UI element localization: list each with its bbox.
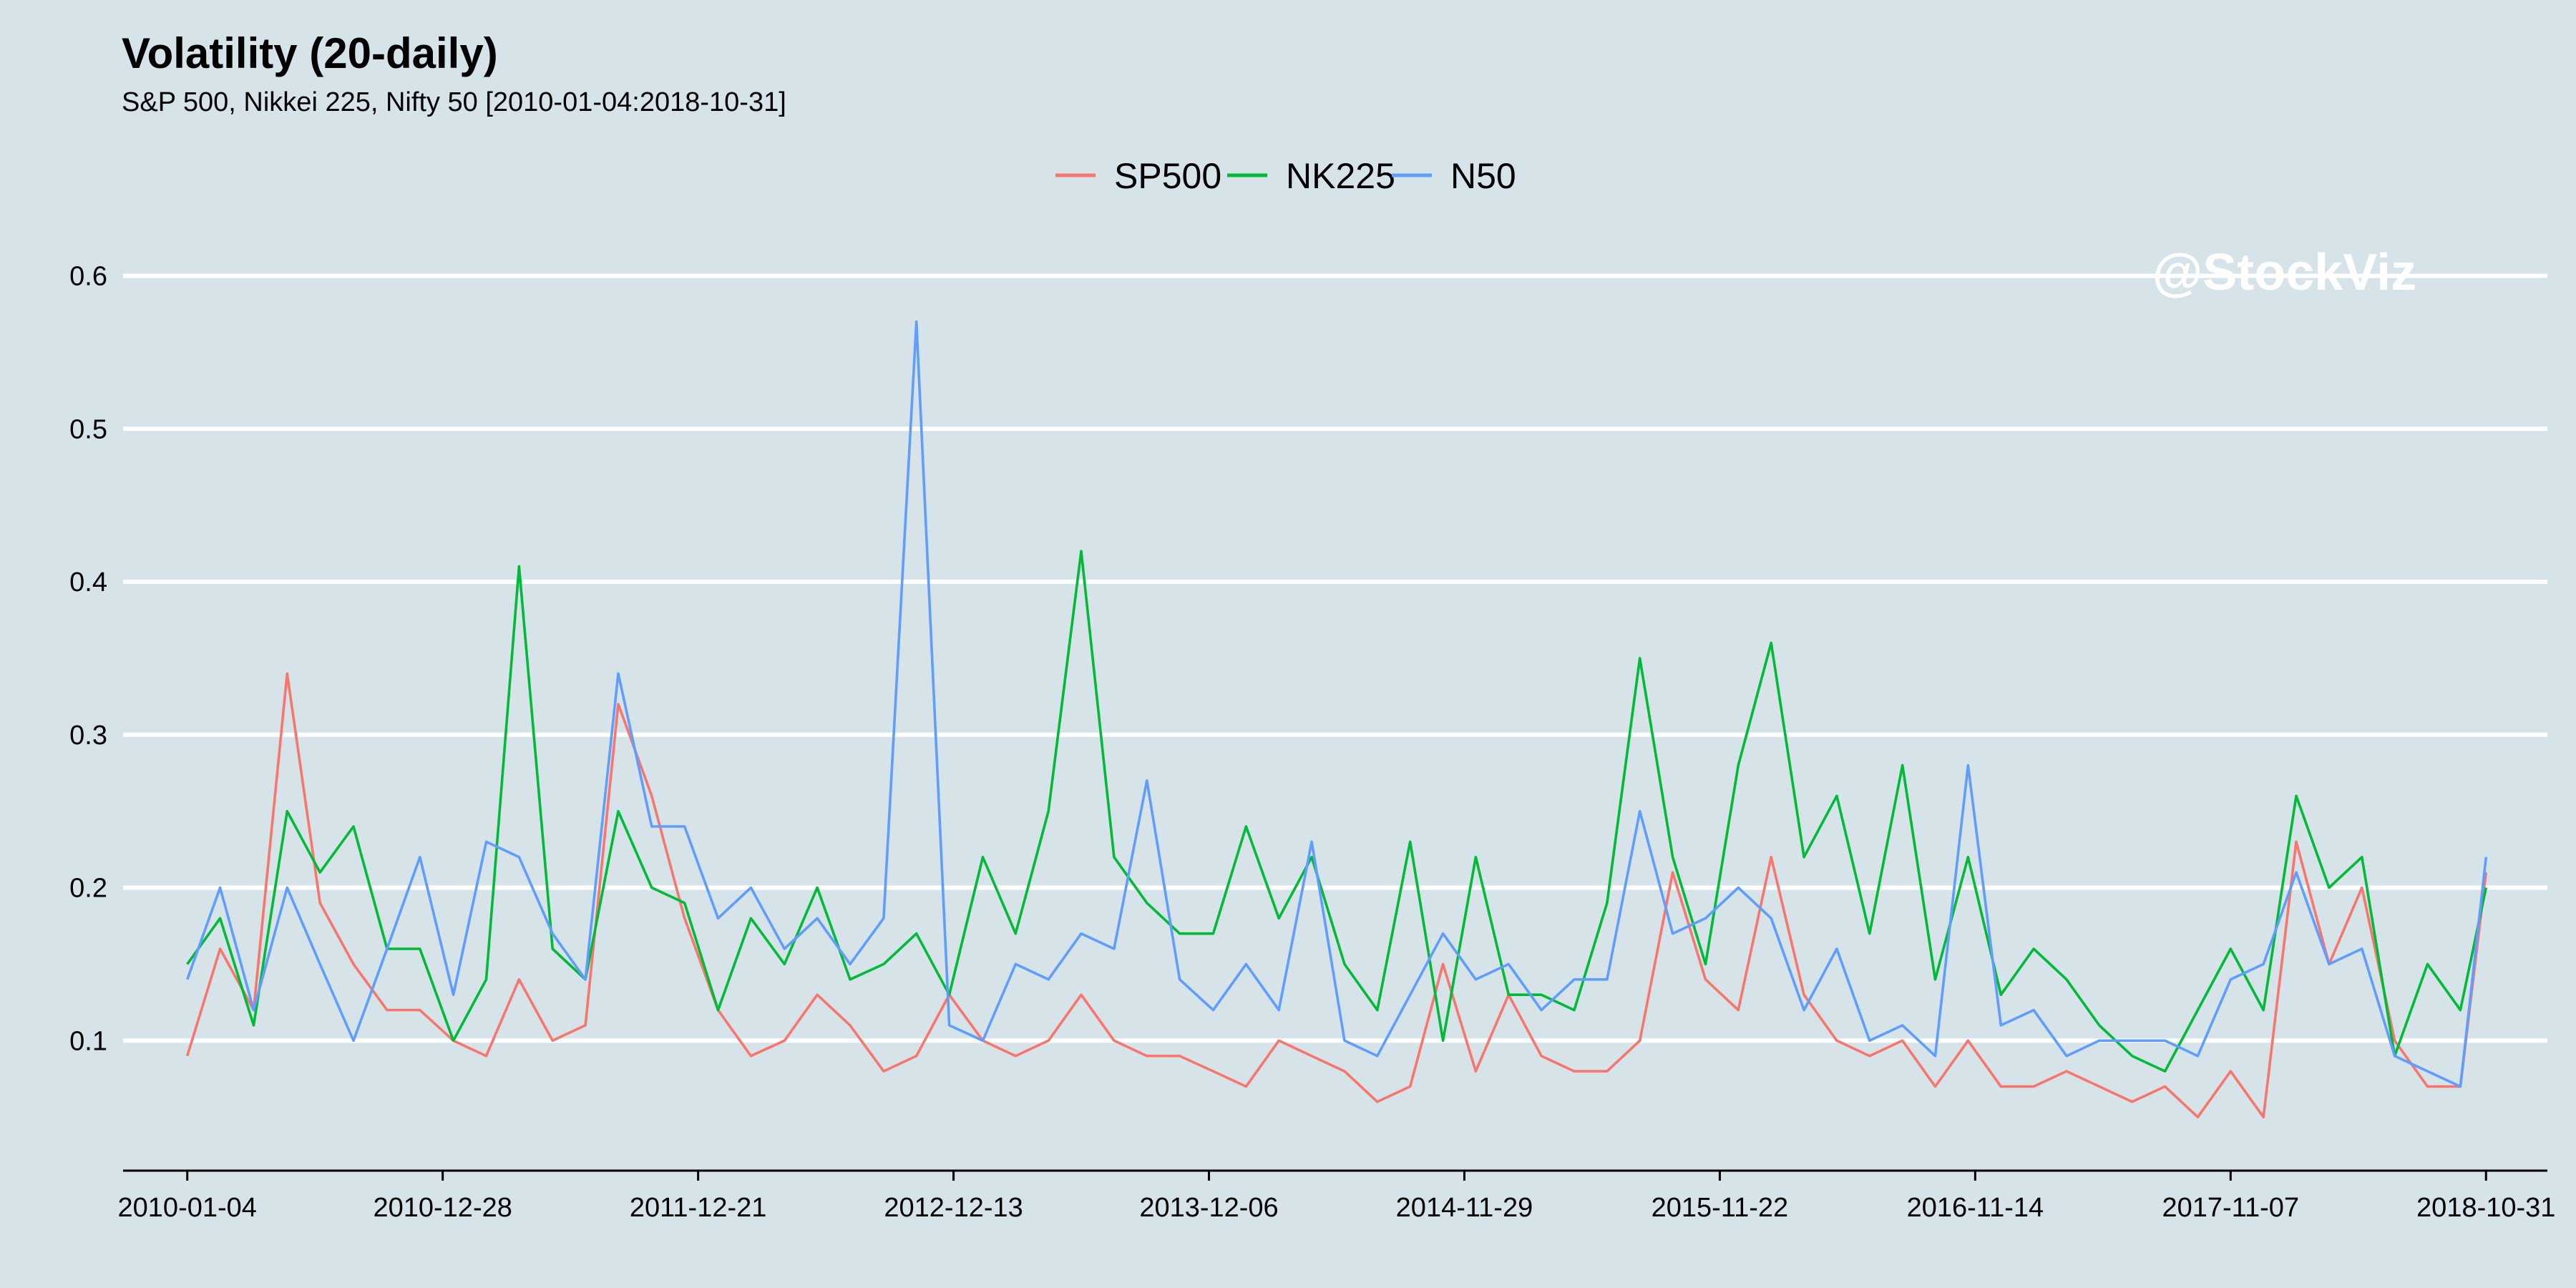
- gridlines: [123, 273, 2547, 1043]
- x-tick-label: 2010-12-28: [373, 1193, 512, 1223]
- chart-title: Volatility (20-daily): [122, 29, 498, 77]
- x-tick-label: 2013-12-06: [1139, 1193, 1278, 1223]
- series-layer: [185, 320, 2488, 1118]
- y-tick-label: 0.3: [69, 721, 107, 751]
- x-tick-label: 2012-12-13: [884, 1193, 1023, 1223]
- x-tick-label: 2016-11-14: [1907, 1193, 2044, 1223]
- legend-item-sp500: SP500: [1055, 156, 1221, 196]
- legend-label: NK225: [1286, 156, 1395, 196]
- legend-item-nk225: NK225: [1227, 156, 1395, 196]
- legend-label: SP500: [1114, 156, 1221, 196]
- series-line-nk225: [186, 550, 2488, 1073]
- y-tick-label: 0.1: [69, 1026, 107, 1056]
- y-tick-label: 0.6: [69, 262, 107, 292]
- x-tick-label: 2014-11-29: [1396, 1193, 1533, 1223]
- x-axis: 2010-01-04 2010-12-28 2011-12-21 2012-12-13…: [118, 1171, 2555, 1223]
- series-line-sp500: [185, 672, 2488, 1118]
- x-tick-label: 2010-01-04: [118, 1193, 257, 1223]
- y-tick-label: 0.2: [69, 874, 107, 904]
- y-tick-label: 0.4: [69, 567, 107, 597]
- legend-label: N50: [1450, 156, 1516, 196]
- x-tick-label: 2011-12-21: [630, 1193, 767, 1223]
- chart-subtitle: S&P 500, Nikkei 225, Nifty 50 [2010-01-0…: [122, 87, 786, 117]
- watermark: @StockViz: [2152, 244, 2416, 301]
- legend: SP500 NK225 N50: [1055, 156, 1516, 196]
- y-axis-labels: 0.1 0.2 0.3 0.4 0.5 0.6: [69, 262, 107, 1057]
- x-tick-label: 2017-11-07: [2162, 1193, 2300, 1223]
- x-tick-label: 2015-11-22: [1652, 1193, 1789, 1223]
- y-tick-label: 0.5: [69, 414, 107, 444]
- x-tick-label: 2018-10-31: [2416, 1193, 2555, 1223]
- legend-item-n50: N50: [1392, 156, 1516, 196]
- series-line-n50: [186, 320, 2488, 1088]
